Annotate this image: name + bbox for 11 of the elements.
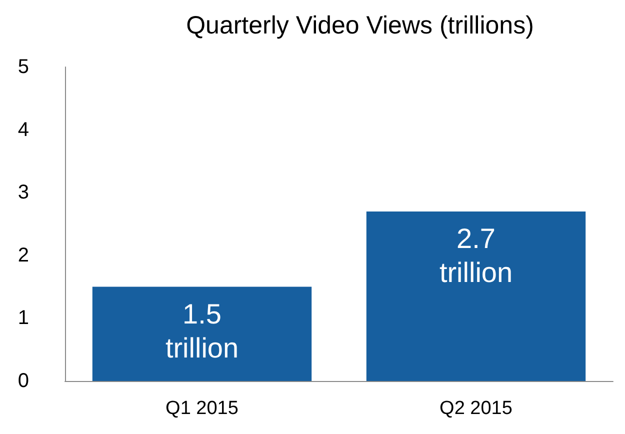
y-tick-label: 4	[18, 118, 29, 141]
x-tick-label: Q1 2015	[166, 398, 238, 419]
y-tick-label: 5	[18, 56, 29, 78]
data-label: 2.7 trillion	[439, 222, 513, 288]
y-tick-label: 3	[18, 182, 29, 204]
x-tick-label: Q2 2015	[440, 398, 512, 419]
data-label: 1.5 trillion	[165, 298, 239, 364]
y-tick-label: 2	[18, 244, 29, 266]
chart-title: Quarterly Video Views (trillions)	[186, 12, 534, 40]
y-tick-label: 1	[18, 307, 29, 330]
y-tick-label: 0	[18, 370, 29, 392]
